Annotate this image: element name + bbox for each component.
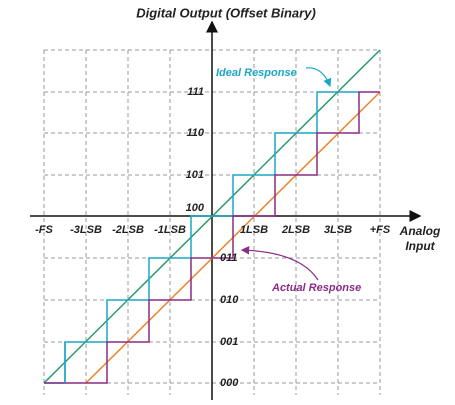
y-tick-label: 101 (186, 169, 204, 181)
tick-labels: -FS -3LSB -2LSB -1LSB 1LSB 2LSB 3LSB +FS 000 001 0… (35, 86, 391, 389)
x-tick-label: +FS (370, 224, 391, 236)
y-tick-label: 110 (186, 127, 204, 139)
y-tick-label: 011 (220, 252, 238, 264)
actual-staircase (44, 91, 380, 384)
x-tick-label: -3LSB (70, 224, 102, 236)
title: Digital Output (Offset Binary) (136, 5, 316, 20)
ideal-arrow (305, 67, 332, 88)
y-tick-label: 100 (186, 202, 205, 214)
x-axis-label: Analog (399, 224, 441, 238)
x-tick-label: 3LSB (324, 224, 352, 236)
y-tick-label: 111 (187, 86, 204, 98)
x-tick-label: 2LSB (281, 224, 310, 236)
x-tick-label: 1LSB (240, 224, 268, 236)
x-tick-label: -FS (35, 224, 53, 236)
actual-annotation: Actual Response (271, 282, 361, 294)
x-axis-label: Input (405, 239, 435, 253)
ideal-annotation: Ideal Response (216, 67, 297, 79)
y-tick-label: 010 (220, 294, 239, 306)
x-tick-label: -2LSB (112, 224, 144, 236)
y-tick-label: 001 (220, 336, 238, 348)
y-tick-label: 000 (220, 377, 239, 389)
actual-arrow (240, 246, 319, 281)
x-tick-label: -1LSB (154, 224, 186, 236)
ideal-staircase (44, 91, 359, 384)
